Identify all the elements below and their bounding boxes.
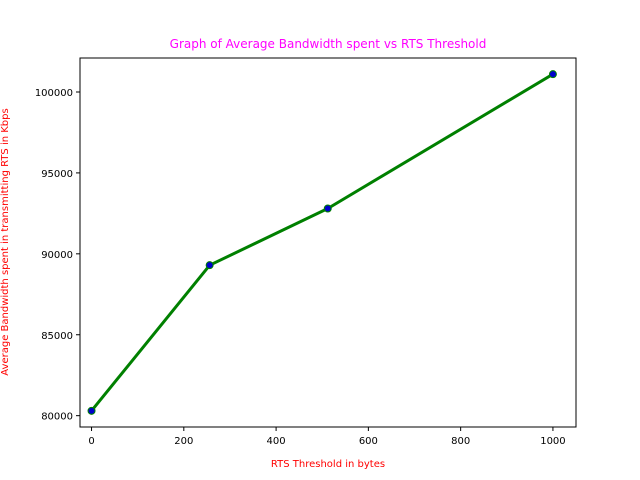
y-axis: 80000 85000 90000 95000 100000	[35, 88, 80, 423]
x-tick-label: 400	[267, 436, 286, 447]
y-axis-label: Average Bandwidth spent in transmitting …	[0, 108, 11, 375]
series-line	[90, 72, 555, 413]
x-tick-label: 200	[174, 436, 193, 447]
y-tick-label: 100000	[35, 88, 73, 99]
y-tick-label: 85000	[41, 331, 73, 342]
y-tick-label: 90000	[41, 250, 73, 261]
y-tick-label: 95000	[41, 169, 73, 180]
x-axis: 0 200 400 600 800 1000	[88, 427, 566, 447]
plot-area	[87, 70, 557, 415]
data-point	[323, 204, 332, 213]
x-tick-label: 0	[88, 436, 94, 447]
data-point	[548, 70, 557, 79]
chart-title: Graph of Average Bandwidth spent vs RTS …	[170, 37, 487, 51]
x-tick-label: 1000	[540, 436, 565, 447]
y-tick-label: 80000	[41, 412, 73, 423]
x-tick-label: 600	[359, 436, 378, 447]
data-point	[205, 261, 214, 270]
x-tick-label: 800	[451, 436, 470, 447]
x-axis-label: RTS Threshold in bytes	[271, 459, 385, 470]
data-point	[87, 406, 96, 415]
axes-frame	[79, 57, 577, 428]
